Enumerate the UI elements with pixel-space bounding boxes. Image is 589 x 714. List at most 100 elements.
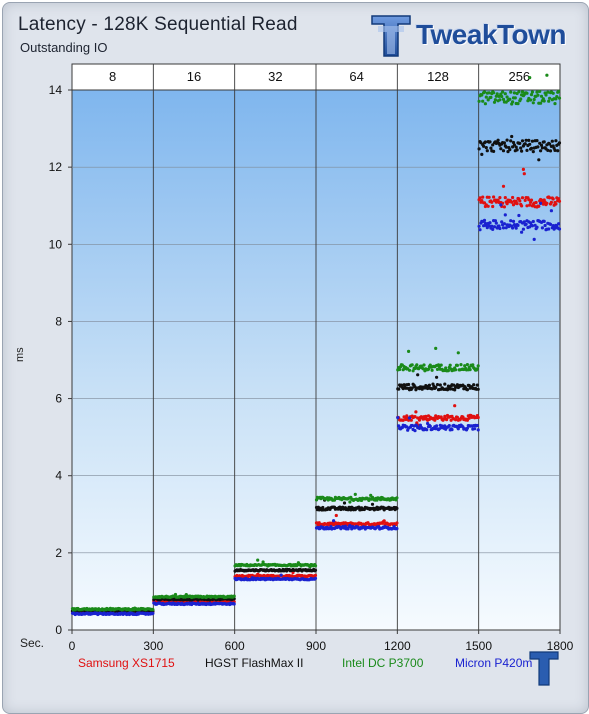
data-point [422, 363, 426, 367]
data-point [504, 226, 508, 230]
data-point [505, 138, 509, 142]
data-point [530, 139, 535, 143]
data-point [499, 203, 503, 207]
data-point [454, 418, 458, 422]
data-point [232, 594, 236, 598]
data-point [520, 90, 525, 94]
y-tick-label: 4 [55, 469, 62, 483]
data-point [542, 219, 546, 223]
x-tick-label: 300 [143, 639, 163, 653]
data-point [530, 224, 535, 228]
data-point [537, 158, 541, 162]
data-point [503, 196, 507, 200]
data-point [395, 496, 399, 500]
data-point [539, 143, 544, 147]
data-point [508, 97, 512, 101]
data-point [476, 387, 480, 391]
top-axis-label: 16 [187, 69, 201, 84]
data-point [415, 363, 419, 367]
data-point [492, 149, 496, 153]
data-point [554, 202, 558, 206]
top-axis-label: 8 [109, 69, 116, 84]
data-point [398, 367, 402, 372]
data-point [546, 90, 550, 94]
y-tick-label: 12 [49, 160, 63, 174]
data-point [527, 138, 531, 142]
data-point [482, 90, 487, 94]
data-point [151, 611, 155, 616]
data-point [471, 363, 475, 367]
data-point [531, 219, 535, 224]
data-point [545, 201, 549, 205]
data-point [407, 416, 412, 420]
data-point [434, 385, 438, 390]
data-point [480, 93, 484, 97]
data-point [426, 367, 431, 371]
data-point [550, 139, 554, 143]
data-point [334, 513, 338, 518]
data-point [494, 221, 498, 225]
data-point [435, 383, 440, 387]
data-point [511, 140, 516, 145]
data-point [486, 204, 490, 208]
data-point [522, 172, 526, 176]
data-point [483, 140, 487, 144]
data-point [501, 90, 505, 94]
data-point [542, 99, 546, 103]
data-point [548, 196, 552, 200]
data-point [498, 226, 502, 231]
series-micron-p420m [70, 201, 562, 617]
data-point [536, 93, 540, 97]
data-point [321, 505, 325, 510]
data-point [151, 608, 155, 612]
data-point [453, 388, 457, 392]
data-point [547, 99, 551, 103]
data-point [455, 383, 459, 387]
data-point [455, 415, 459, 419]
top-axis-label: 128 [427, 69, 449, 84]
data-point [395, 521, 399, 525]
data-point [499, 92, 503, 96]
data-point [551, 197, 555, 201]
data-point [532, 97, 536, 102]
data-point [518, 141, 522, 145]
data-point [487, 195, 491, 199]
data-point [529, 146, 534, 150]
data-point [256, 558, 260, 562]
data-point [557, 96, 562, 100]
data-point [555, 95, 559, 99]
data-point [448, 363, 452, 367]
data-point [484, 146, 488, 150]
data-point [502, 205, 506, 209]
corner-logo-icon [529, 651, 559, 686]
data-point [557, 89, 561, 93]
data-point [459, 363, 463, 367]
data-point [516, 223, 520, 227]
data-point [480, 152, 484, 156]
data-point [548, 96, 552, 100]
data-point [500, 94, 504, 99]
data-point [544, 93, 548, 97]
data-point [539, 201, 543, 205]
y-tick-label: 2 [55, 546, 62, 560]
data-point [515, 148, 519, 152]
data-point [525, 204, 529, 208]
data-point [409, 418, 413, 422]
data-point [509, 219, 513, 223]
data-point [476, 415, 480, 420]
data-point [482, 224, 486, 228]
data-point [520, 149, 524, 153]
x-tick-label: 1200 [384, 639, 411, 653]
data-point [477, 99, 481, 103]
data-point [490, 224, 494, 228]
data-point [476, 364, 480, 368]
data-point [503, 213, 507, 217]
data-point [548, 222, 553, 226]
data-point [433, 418, 437, 422]
data-point [465, 363, 469, 367]
data-point [519, 97, 523, 101]
top-axis-label: 64 [349, 69, 363, 84]
data-point [556, 149, 560, 153]
data-point [489, 146, 493, 150]
data-point [411, 369, 415, 373]
